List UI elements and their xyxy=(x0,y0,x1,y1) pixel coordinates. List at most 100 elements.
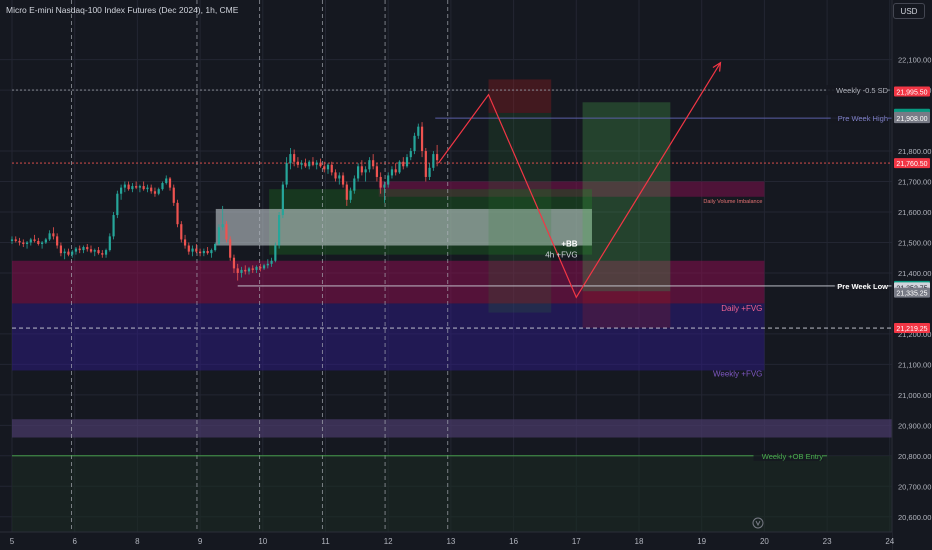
candle-body xyxy=(247,268,251,272)
price-tag-label: 21,995.50 xyxy=(896,89,927,96)
candle-body xyxy=(274,245,277,261)
candle-body xyxy=(37,240,40,244)
candle-body xyxy=(78,248,81,251)
candle-body xyxy=(150,187,153,192)
candle-body xyxy=(293,154,296,162)
candle-body xyxy=(168,178,172,188)
candle-body xyxy=(405,157,409,167)
candle-body xyxy=(368,160,371,170)
candle-body xyxy=(311,161,315,165)
scroll-realtime-icon xyxy=(752,517,764,529)
currency-button[interactable]: USD xyxy=(893,3,925,19)
candle-body xyxy=(63,251,66,254)
price-tag-bg xyxy=(894,86,930,97)
candle-body xyxy=(375,166,379,177)
level-label: Weekly +OB Entry xyxy=(762,452,824,461)
candle-body xyxy=(420,126,424,152)
candle-body xyxy=(319,162,322,167)
level-label: Weekly -0.5 SD xyxy=(836,86,889,95)
candle-body xyxy=(364,169,367,173)
candle-body xyxy=(18,240,21,243)
price-tick-label: 20,800.00 xyxy=(898,452,931,461)
candle-body xyxy=(240,269,243,273)
candle-body xyxy=(191,248,194,252)
candle-body xyxy=(417,126,420,136)
candle-body xyxy=(387,175,390,185)
candle-body xyxy=(409,151,412,158)
candle-body xyxy=(97,250,100,254)
candle-body xyxy=(104,250,108,255)
price-tick-label: 20,900.00 xyxy=(898,421,931,430)
price-tick-label: 21,500.00 xyxy=(898,238,931,247)
candle-body xyxy=(334,172,337,179)
candle-body xyxy=(48,233,51,240)
candle-body xyxy=(93,250,96,252)
candle-body xyxy=(71,251,74,255)
candle-body xyxy=(217,227,221,244)
time-axis[interactable]: 5689101112131617181920232425 xyxy=(0,517,932,550)
candle-body xyxy=(195,248,198,252)
candle-body xyxy=(345,184,348,200)
zone-annotation: 4h +FVG xyxy=(545,251,577,260)
candle-body xyxy=(135,186,138,188)
candle-body xyxy=(259,266,262,269)
candle-body xyxy=(432,154,435,168)
price-tag-bg xyxy=(894,287,930,298)
price-tag-bg xyxy=(894,113,930,124)
candle-body xyxy=(86,247,89,250)
time-tick-label: 12 xyxy=(384,537,393,546)
time-tick-label: 13 xyxy=(446,537,455,546)
candle-body xyxy=(165,178,168,184)
candle-body xyxy=(101,253,104,255)
candle-body xyxy=(326,164,330,170)
candles-layer xyxy=(10,122,439,281)
candle-body xyxy=(270,260,273,264)
time-tick-label: 18 xyxy=(635,537,644,546)
price-tick-label: 21,600.00 xyxy=(898,208,931,217)
price-tag-bg xyxy=(894,323,930,334)
candle-body xyxy=(341,175,345,185)
zone-rect xyxy=(378,181,765,197)
scroll-realtime-chevron xyxy=(755,520,761,527)
price-tick-label: 21,100.00 xyxy=(898,360,931,369)
level-label-bg xyxy=(830,113,888,124)
candle-body xyxy=(199,251,202,254)
levels-layer: Weekly -0.5 SD Pre Week High Pre Week Low W… xyxy=(12,85,892,461)
time-tick-label: 6 xyxy=(72,537,77,546)
candle-body xyxy=(180,224,183,240)
zone-rect xyxy=(582,291,671,328)
candle-body xyxy=(383,184,386,188)
zone-rect xyxy=(12,419,892,438)
candle-body xyxy=(214,244,217,251)
candle-body xyxy=(285,163,288,185)
candle-body xyxy=(131,186,134,190)
candle-body xyxy=(22,242,25,244)
price-tick-label: 21,800.00 xyxy=(898,147,931,156)
price-axis[interactable]: 22,100.0022,000.0021,800.0021,700.0021,6… xyxy=(891,0,932,550)
level-label-bg xyxy=(834,280,888,291)
candle-body xyxy=(255,266,258,270)
candle-body xyxy=(40,242,44,244)
price-tick-label: 20,700.00 xyxy=(898,482,931,491)
candle-body xyxy=(229,239,232,258)
candle-body xyxy=(262,265,266,269)
candle-body xyxy=(146,187,149,190)
candle-body xyxy=(29,239,32,243)
candle-body xyxy=(142,186,145,190)
candle-body xyxy=(210,250,213,254)
price-tick-label: 22,100.00 xyxy=(898,56,931,65)
candle-body xyxy=(289,154,292,164)
candle-body xyxy=(360,166,363,173)
price-tick-label: 20,600.00 xyxy=(898,513,931,522)
candle-body xyxy=(278,215,281,246)
time-tick-label: 16 xyxy=(509,537,518,546)
time-tick-label: 10 xyxy=(258,537,267,546)
candle-body xyxy=(10,239,14,241)
candle-body xyxy=(127,184,130,190)
projection-arrowhead xyxy=(712,61,722,72)
price-tag-label: 21,760.50 xyxy=(896,161,927,168)
candle-body xyxy=(116,193,119,216)
candle-body xyxy=(281,184,284,216)
